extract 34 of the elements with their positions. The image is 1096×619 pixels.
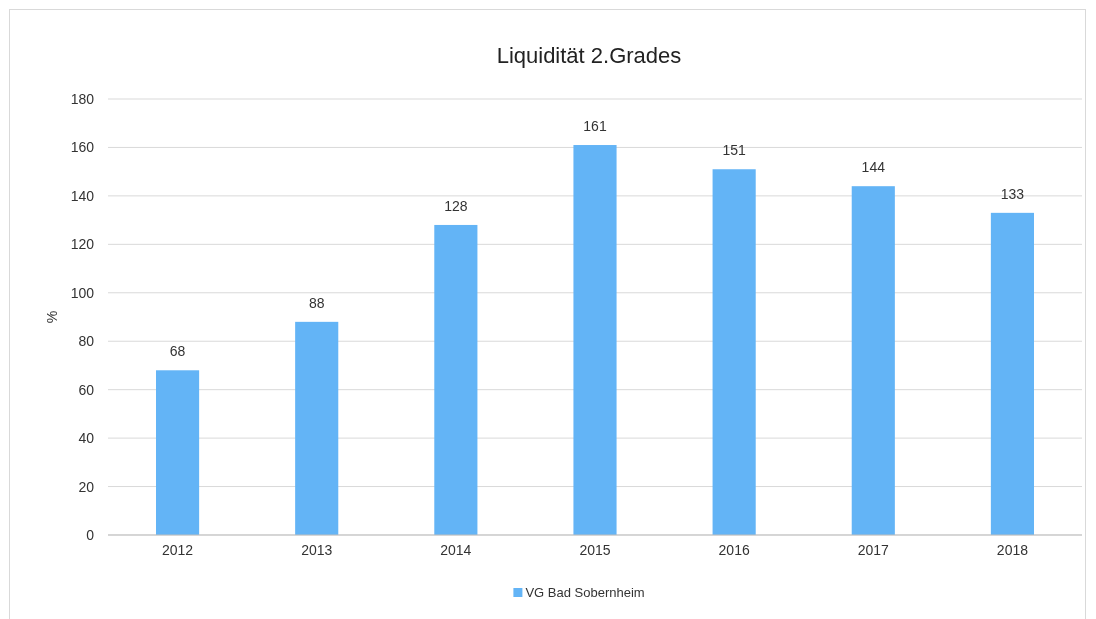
data-label: 88 [308, 294, 325, 311]
data-label: 68 [169, 343, 186, 360]
y-tick-label: 180 [70, 91, 95, 107]
legend-label: VG Bad Sobernheim [525, 585, 645, 600]
bar [295, 321, 339, 535]
data-label: 133 [1000, 185, 1025, 202]
y-tick-label: 160 [70, 139, 95, 156]
data-label: 151 [722, 142, 747, 159]
bar [434, 224, 478, 535]
x-tick-label: 2012 [161, 542, 194, 558]
bar [573, 145, 617, 535]
bar [712, 169, 756, 535]
chart-title: Liquidität 2.Grades [496, 43, 682, 68]
x-tick-label: 2013 [301, 542, 333, 558]
y-tick-label: 100 [70, 284, 95, 301]
data-label: 161 [583, 118, 607, 135]
y-tick-label: 20 [78, 478, 95, 495]
y-tick-label: 140 [70, 187, 95, 204]
data-label: 144 [861, 159, 886, 176]
x-tick-label: 2017 [857, 542, 890, 558]
data-label: 128 [444, 197, 468, 214]
bar [156, 370, 200, 535]
bar [990, 212, 1034, 535]
x-tick-label: 2015 [579, 542, 611, 558]
bar [851, 186, 895, 535]
x-tick-label: 2014 [440, 542, 472, 558]
y-tick-label: 120 [70, 236, 95, 253]
x-tick-label: 2018 [996, 542, 1029, 558]
x-tick-label: 2016 [718, 542, 750, 558]
y-tick-label: 40 [78, 430, 95, 447]
y-tick-label: 60 [78, 381, 95, 398]
y-tick-label: 0 [86, 527, 95, 543]
y-axis-title: % [44, 310, 60, 324]
y-tick-label: 80 [78, 333, 95, 350]
